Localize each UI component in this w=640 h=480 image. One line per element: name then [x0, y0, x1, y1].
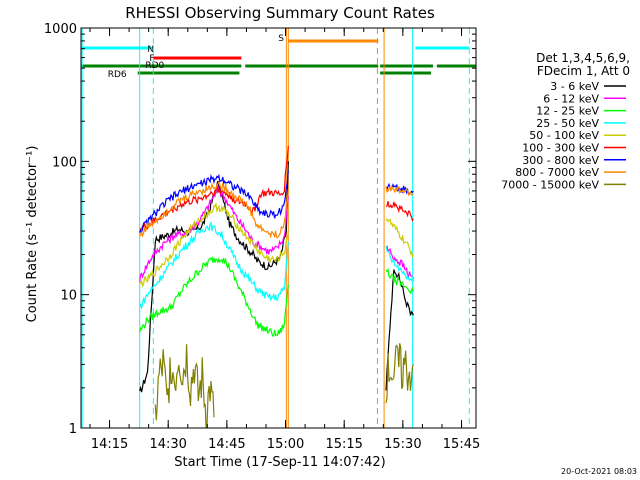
series-line	[385, 245, 414, 280]
series-line	[139, 180, 289, 239]
series-line	[385, 267, 414, 295]
x-tick-label: 14:15	[91, 437, 128, 452]
legend-info: Det 1,3,4,5,6,9,	[536, 51, 630, 65]
series-line	[139, 221, 289, 311]
y-tick-label: 100	[52, 155, 77, 170]
chart-title: RHESSI Observing Summary Count Rates	[125, 4, 435, 22]
x-tick-label: 14:30	[149, 437, 186, 452]
x-tick-label: 15:15	[325, 437, 362, 452]
legend-entry-label: 6 - 12 keV	[543, 92, 599, 105]
series-line	[139, 256, 289, 337]
y-tick-label: 10	[60, 289, 77, 304]
series-line	[139, 185, 289, 283]
legend-entry-label: 100 - 300 keV	[522, 142, 599, 155]
flag-label: RD0	[145, 61, 164, 71]
legend-entry-label: 25 - 50 keV	[536, 117, 599, 130]
legend-entry-label: 800 - 7000 keV	[515, 166, 599, 179]
legend-entry-label: 12 - 25 keV	[536, 105, 599, 118]
legend-entry-label: 50 - 100 keV	[529, 129, 599, 142]
plot-series	[139, 146, 414, 429]
y-tick-label: 1000	[44, 22, 77, 37]
legend-entry-label: 7000 - 15000 keV	[501, 178, 599, 191]
y-axis: 1 10 100 1000	[44, 22, 476, 437]
flag-label: N	[147, 45, 154, 55]
y-tick-label: 1	[69, 422, 77, 437]
legend: Det 1,3,4,5,6,9,FDecim 1, Att 0 3 - 6 keV…	[501, 51, 630, 191]
flag-label: S	[278, 34, 284, 44]
series-line	[154, 344, 215, 429]
series-line	[139, 202, 289, 288]
legend-entry-label: 3 - 6 keV	[550, 80, 599, 93]
x-tick-label: 15:00	[267, 437, 304, 452]
legend-info: FDecim 1, Att 0	[537, 64, 630, 78]
series-line	[139, 170, 289, 235]
flag-label: F	[149, 54, 154, 64]
x-tick-label: 14:45	[208, 437, 245, 452]
series-line	[385, 343, 414, 404]
y-axis-label: Count Rate (s⁻¹ detector⁻¹)	[25, 146, 40, 323]
timestamp: 20-Oct-2021 08:03	[561, 467, 637, 476]
series-line	[385, 184, 414, 197]
series-line	[385, 245, 414, 282]
time-markers	[81, 28, 470, 428]
series-line	[385, 201, 414, 222]
x-axis: 14:15 14:30 14:45 15:00 15:15 15:30 15:45	[89, 28, 480, 452]
x-axis-label: Start Time (17-Sep-11 14:07:42)	[174, 455, 385, 470]
x-tick-label: 15:45	[443, 437, 480, 452]
series-line	[139, 146, 289, 233]
plot-frame	[80, 27, 477, 429]
flag-label: RD6	[108, 70, 127, 80]
x-tick-label: 15:30	[384, 437, 421, 452]
legend-entry-label: 300 - 800 keV	[522, 154, 599, 167]
series-line	[385, 218, 414, 259]
